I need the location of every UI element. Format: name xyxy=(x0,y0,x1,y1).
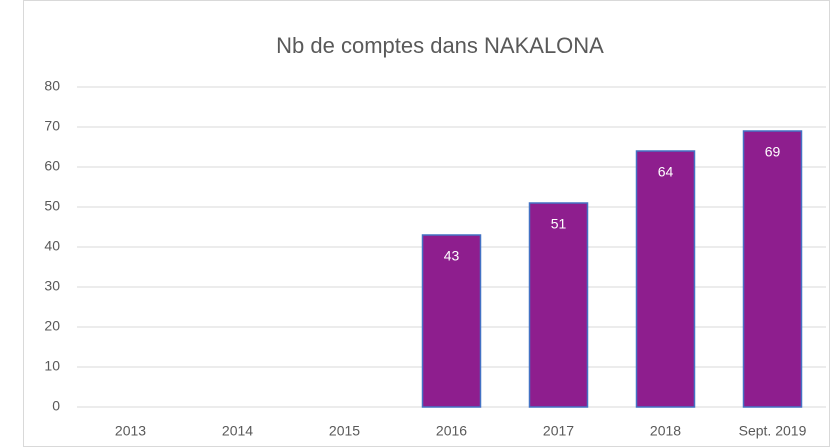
data-label: 51 xyxy=(551,216,567,232)
x-tick-label: 2016 xyxy=(436,423,467,439)
y-tick-label: 80 xyxy=(44,78,60,94)
x-tick-label: 2017 xyxy=(543,423,574,439)
bar xyxy=(421,234,482,408)
data-label: 69 xyxy=(765,144,781,160)
bar xyxy=(742,130,803,408)
bar xyxy=(528,202,589,408)
x-tick-label: 2018 xyxy=(650,423,681,439)
y-tick-label: 30 xyxy=(44,278,60,294)
y-tick-label: 70 xyxy=(44,118,60,134)
y-tick-label: 50 xyxy=(44,198,60,214)
y-tick-label: 60 xyxy=(44,158,60,174)
y-tick-label: 10 xyxy=(44,358,60,374)
chart-title: Nb de comptes dans NAKALONA xyxy=(276,33,604,58)
x-tick-label: 2013 xyxy=(115,423,146,439)
data-label: 64 xyxy=(658,164,674,180)
data-label: 43 xyxy=(444,248,460,264)
y-tick-label: 20 xyxy=(44,318,60,334)
x-tick-label: Sept. 2019 xyxy=(739,423,807,439)
y-tick-label: 40 xyxy=(44,238,60,254)
bar xyxy=(635,150,696,408)
y-tick-label: 0 xyxy=(52,398,60,414)
x-tick-label: 2015 xyxy=(329,423,360,439)
x-tick-label: 2014 xyxy=(222,423,253,439)
